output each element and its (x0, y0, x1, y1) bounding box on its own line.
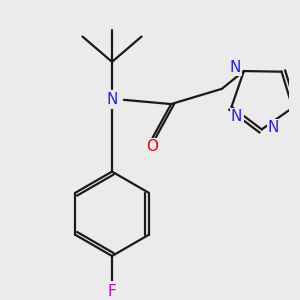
Text: N: N (268, 120, 279, 135)
Text: N: N (106, 92, 118, 107)
Text: N: N (230, 60, 241, 75)
Text: N: N (231, 109, 242, 124)
Text: F: F (108, 284, 116, 299)
Text: O: O (146, 139, 158, 154)
